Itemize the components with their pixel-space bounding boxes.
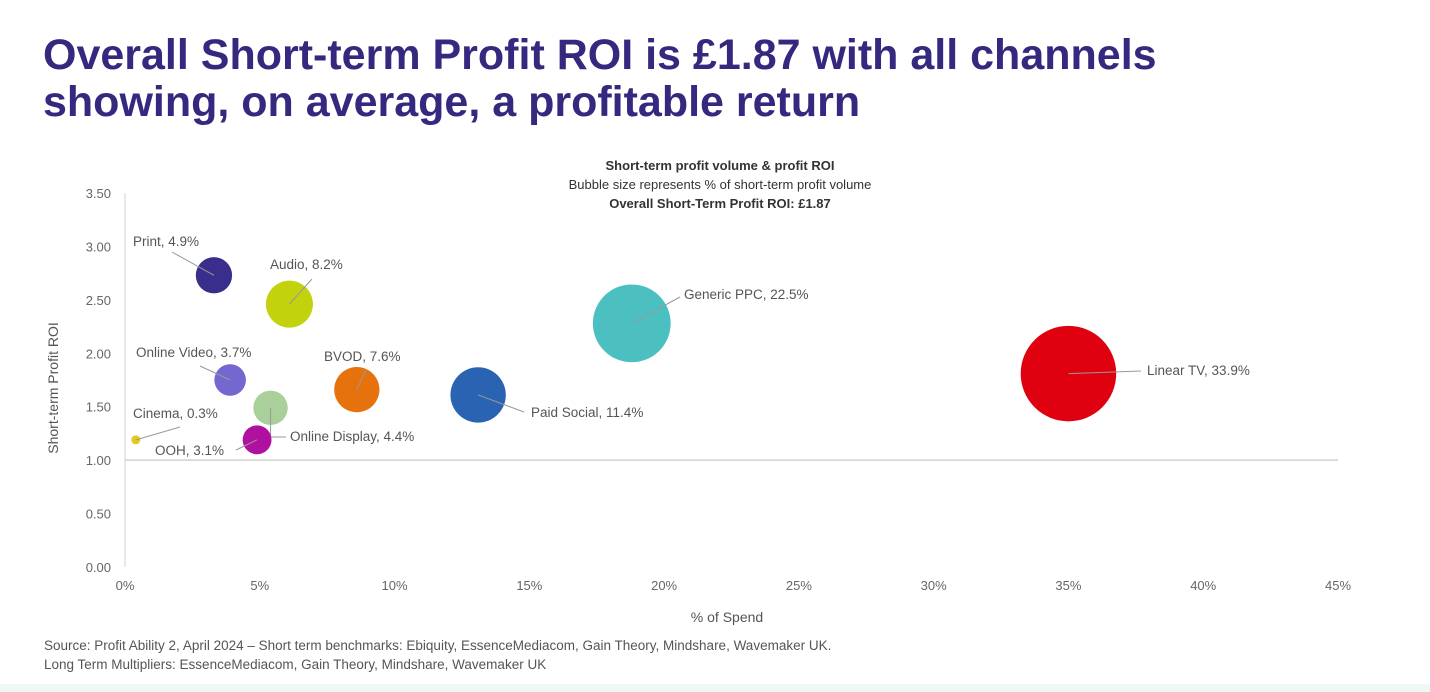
chart-title: Short-term profit volume & profit ROI — [606, 158, 835, 173]
x-tick-label: 20% — [651, 578, 677, 593]
y-tick-label: 2.50 — [86, 293, 111, 308]
x-tick-label: 35% — [1055, 578, 1081, 593]
y-tick-label: 1.00 — [86, 453, 111, 468]
y-tick-label: 1.50 — [86, 400, 111, 415]
x-tick-label: 15% — [516, 578, 542, 593]
data-label: Audio, 8.2% — [270, 257, 343, 272]
leader-line — [135, 426, 181, 441]
x-tick-label: 45% — [1325, 578, 1351, 593]
bottom-strip — [0, 684, 1430, 692]
chart-annotation: Overall Short-Term Profit ROI: £1.87 — [609, 196, 831, 211]
data-label: OOH, 3.1% — [155, 443, 224, 458]
bubble-print — [195, 257, 233, 294]
chart-subtitle: Bubble size represents % of short-term p… — [569, 177, 872, 192]
data-label: Linear TV, 33.9% — [1147, 363, 1250, 378]
leader-line — [235, 439, 258, 451]
source-line-1: Source: Profit Ability 2, April 2024 – S… — [44, 638, 832, 653]
leader-line — [477, 394, 525, 413]
data-label: Online Display, 4.4% — [290, 429, 414, 444]
y-tick-label: 0.00 — [86, 560, 111, 575]
leader-line — [1068, 370, 1142, 375]
page-title: Overall Short-term Profit ROI is £1.87 w… — [43, 31, 1157, 126]
x-tick-label: 5% — [250, 578, 269, 593]
y-tick-label: 0.50 — [86, 507, 111, 522]
x-tick-label: 25% — [786, 578, 812, 593]
data-label: BVOD, 7.6% — [324, 349, 401, 364]
leader-line — [356, 369, 367, 390]
x-axis-label: % of Spend — [691, 609, 763, 625]
leader-line — [171, 251, 215, 276]
x-tick-label: 40% — [1190, 578, 1216, 593]
leader-line — [631, 296, 681, 324]
data-label: Cinema, 0.3% — [133, 406, 218, 421]
x-tick-label: 10% — [382, 578, 408, 593]
data-label: Online Video, 3.7% — [136, 345, 251, 360]
leader-line — [289, 278, 313, 305]
y-tick-label: 3.00 — [86, 239, 111, 254]
bubble-online-video — [214, 364, 246, 396]
data-label: Generic PPC, 22.5% — [684, 287, 809, 302]
y-axis-label: Short-term Profit ROI — [45, 322, 61, 453]
leader-line — [199, 365, 231, 381]
x-tick-label: 30% — [921, 578, 947, 593]
y-tick-label: 3.50 — [86, 186, 111, 201]
data-label: Print, 4.9% — [133, 234, 199, 249]
x-tick-label: 0% — [116, 578, 135, 593]
source-line-2: Long Term Multipliers: EssenceMediacom, … — [44, 657, 547, 672]
y-tick-label: 2.00 — [86, 346, 111, 361]
data-label: Paid Social, 11.4% — [531, 405, 643, 420]
